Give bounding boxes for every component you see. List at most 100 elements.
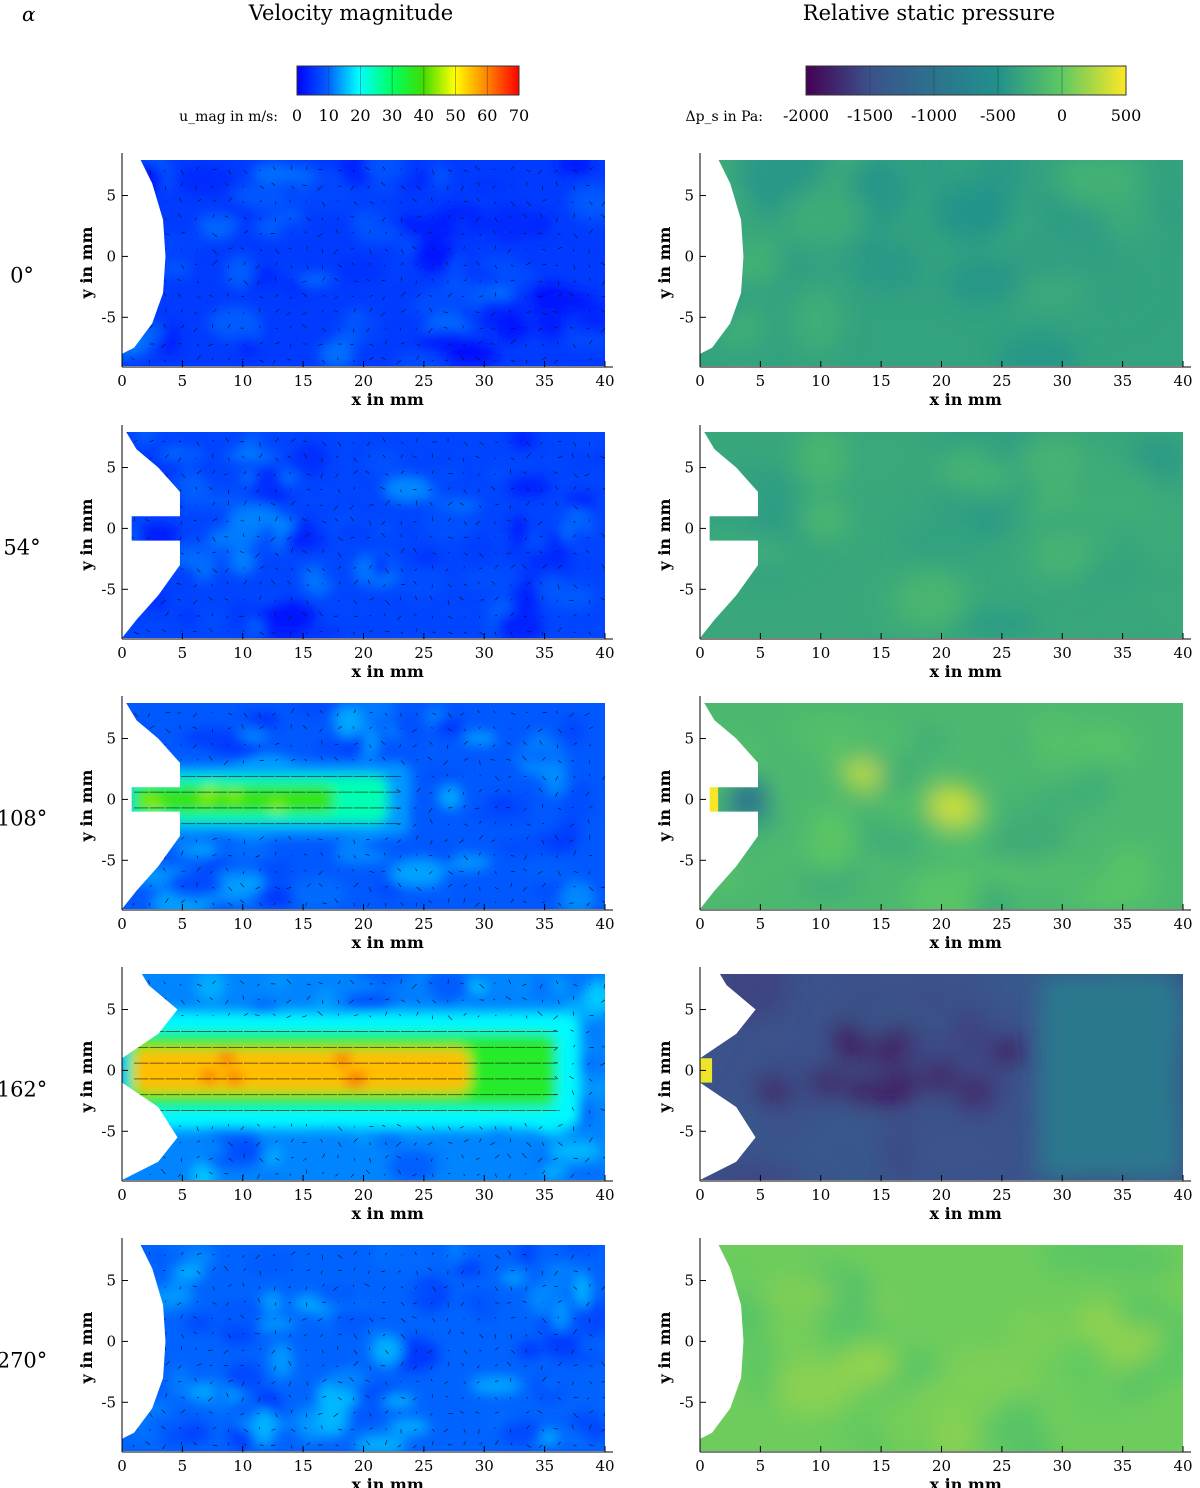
field-blob [798,497,850,541]
y-tick-label: 0 [684,519,694,537]
x-axis-label: x in mm [930,1204,1002,1223]
velocity-vector [507,248,512,253]
velocity-vector [306,584,310,587]
velocity-vector [553,1047,559,1051]
velocity-vector [494,1427,496,1430]
velocity-vector [589,1424,592,1430]
x-tick-label: 0 [695,1457,705,1475]
y-tick-label: 0 [106,1061,116,1079]
velocity-vector [209,997,213,1001]
velocity-vector [337,725,343,730]
velocity-vector [381,296,386,300]
field-blob [517,1341,543,1360]
velocity-vector [463,1173,465,1177]
velocity-vector [490,486,496,490]
velocity-vector [337,869,339,872]
velocity-vector [192,600,198,605]
velocity-vector [306,568,311,573]
velocity-vector [322,1283,325,1287]
velocity-vector [553,471,559,474]
velocity-vector [321,536,323,539]
velocity-vector [302,292,307,297]
velocity-vector [510,1286,512,1291]
velocity-vector [286,1347,292,1351]
velocity-vector [573,552,577,556]
velocity-vector [431,1302,433,1305]
x-tick-label: 5 [178,644,188,662]
velocity-vector [414,568,417,571]
field-blob [225,450,278,462]
top-edge [700,973,1183,974]
velocity-vector [196,166,199,171]
velocity-vector [275,568,279,570]
velocity-vector [446,773,449,777]
velocity-vector [573,1364,578,1367]
velocity-vector [463,489,467,494]
field-blob [486,797,519,810]
velocity-vector [196,354,201,361]
velocity-vector [573,1270,578,1272]
velocity-vector [133,631,139,635]
velocity-vector [400,291,406,297]
velocity-vector [288,1360,292,1366]
velocity-vector [413,613,417,617]
velocity-vector [209,294,213,297]
velocity-vector [542,198,547,202]
velocity-vector [382,982,386,985]
velocity-vector [225,520,229,523]
velocity-vector [335,229,339,234]
y-tick-label: -5 [101,851,116,869]
velocity-vector [380,312,386,317]
velocity-vector [364,1283,370,1287]
velocity-vector [447,1126,451,1131]
velocity-vector [195,839,198,843]
velocity-vector [476,1381,480,1384]
velocity-vector [557,1362,562,1366]
velocity-vector [302,612,307,617]
velocity-vector [242,201,245,203]
velocity-vector [477,709,480,714]
velocity-vector [317,343,323,346]
velocity-vector [212,886,215,889]
colorbar-tick-label: 70 [509,106,529,125]
field-blob [577,435,600,458]
velocity-vector [149,439,154,443]
field-blob [584,980,605,1014]
field-blob [837,1343,898,1386]
velocity-vector [194,217,198,221]
velocity-vector [399,596,402,601]
velocity-vector [337,855,341,859]
y-tick-label: 5 [106,1001,116,1019]
field-blob [374,1134,405,1146]
velocity-vector [165,453,169,458]
wall-mask [122,702,605,909]
pressure-colorbar-ticks: -2000 -1500 -1000 -500 0 500 [783,66,1141,125]
wall-cutout [700,973,756,1180]
velocity-vector [226,1392,229,1398]
velocity-vector [288,1394,292,1398]
vector-field [129,979,605,1179]
field-blob [426,733,467,761]
colorbar-tick-label: 0 [1057,106,1067,125]
velocity-vector [573,776,576,779]
velocity-vector [585,1157,590,1163]
velocity-vector [319,728,323,733]
velocity-vector [288,1318,292,1323]
x-tick-label: 30 [1053,1457,1072,1475]
velocity-vector [462,325,464,329]
velocity-vector [243,230,249,234]
velocity-vector [212,551,217,554]
velocity-vector [228,886,233,891]
velocity-vector [384,339,388,345]
velocity-vector [396,359,402,365]
field-blob [357,702,395,722]
velocity-vector [352,1284,355,1287]
wall-cutout [700,1244,744,1439]
velocity-vector [523,518,527,522]
velocity-vector [259,712,261,718]
velocity-vector [525,326,527,329]
x-tick-label: 35 [1113,1186,1132,1204]
velocity-vector [573,584,578,589]
pressure-low-spot [886,1070,919,1095]
top-edge [700,431,1183,432]
